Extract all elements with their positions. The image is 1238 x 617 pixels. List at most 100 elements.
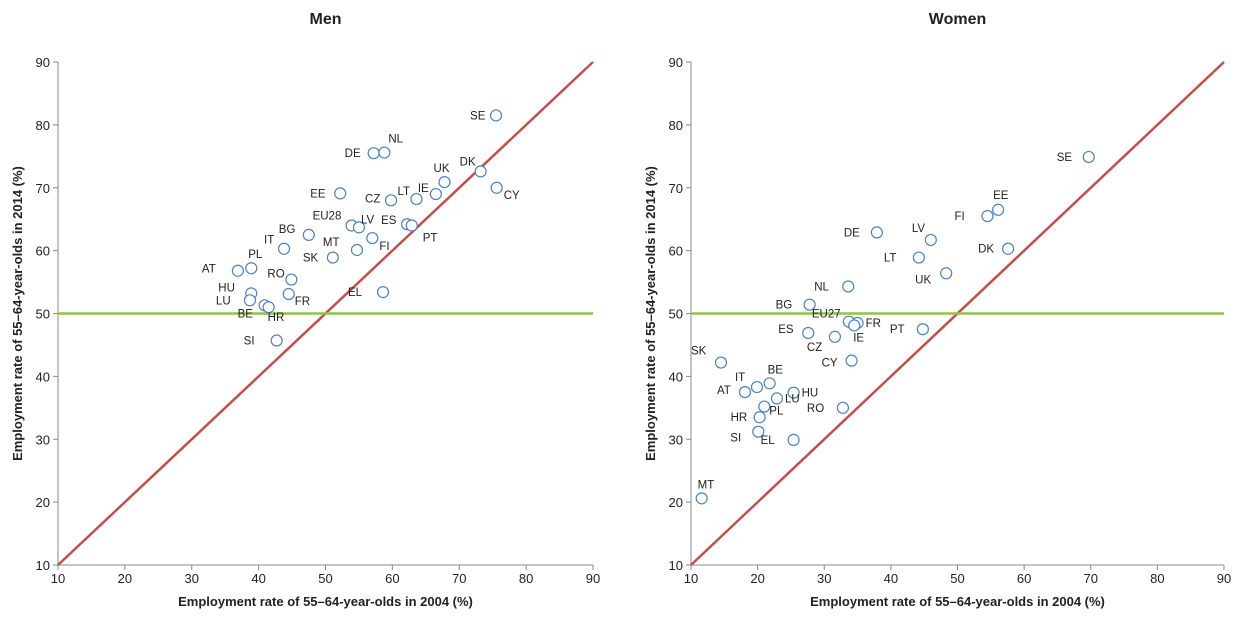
x-tick-label: 40 — [251, 571, 265, 586]
data-point — [405, 219, 418, 232]
y-tick-label: 70 — [669, 181, 683, 196]
point-label: FR — [866, 318, 881, 330]
point-label: IT — [264, 235, 274, 247]
data-point — [270, 334, 283, 347]
x-tick-label: 90 — [1217, 571, 1231, 586]
data-point — [285, 273, 298, 286]
x-tick-label: 70 — [452, 571, 466, 586]
x-tick-label: 40 — [884, 571, 898, 586]
point-label: DE — [345, 148, 361, 160]
point-label: ES — [778, 324, 794, 336]
y-tick-label: 70 — [36, 181, 50, 196]
point-label: AT — [717, 385, 731, 397]
data-point — [231, 264, 244, 277]
point-label: EL — [761, 435, 776, 447]
data-point — [848, 319, 861, 332]
chart-title: Men — [310, 11, 342, 28]
point-label: FI — [379, 241, 389, 253]
point-label: DE — [844, 227, 860, 239]
data-point — [940, 267, 953, 280]
y-tick-label: 30 — [36, 432, 50, 447]
y-tick-label: 90 — [36, 55, 50, 70]
point-label: EE — [993, 190, 1009, 202]
point-label: LT — [884, 253, 897, 265]
data-point — [334, 187, 347, 200]
point-label: PL — [248, 249, 263, 261]
y-axis-label: Employment rate of 55–64-year-olds in 20… — [643, 166, 658, 461]
data-point — [1002, 242, 1015, 255]
data-point — [924, 233, 937, 247]
point-label: SE — [470, 110, 486, 122]
y-tick-label: 50 — [36, 307, 50, 322]
data-point — [787, 386, 800, 399]
point-label: PL — [769, 406, 784, 418]
y-tick-label: 90 — [669, 55, 683, 70]
data-point — [992, 203, 1005, 216]
men-scatter-panel: Men 10 20 30 40 50 60 70 80 90 10 20 30 40 50 60 70 80 90 E… — [10, 11, 600, 609]
data-point — [243, 294, 257, 307]
point-label: CZ — [807, 342, 822, 354]
data-point — [350, 243, 364, 257]
x-tick-label: 80 — [1150, 571, 1164, 586]
data-point — [489, 109, 503, 122]
x-tick-label: 80 — [519, 571, 533, 586]
data-point — [714, 356, 728, 369]
point-label: IE — [853, 332, 864, 344]
data-point — [367, 147, 380, 160]
point-label: LT — [397, 186, 410, 198]
y-tick-label: 80 — [669, 118, 683, 133]
data-point — [750, 380, 764, 394]
point-label: FI — [954, 211, 964, 223]
point-label: IT — [735, 372, 745, 384]
point-label: UK — [915, 274, 931, 286]
point-label: EU28 — [313, 210, 342, 222]
point-label: BG — [279, 224, 296, 236]
y-tick-label: 60 — [36, 244, 50, 259]
point-label: IE — [418, 183, 429, 195]
x-tick-label: 30 — [185, 571, 199, 586]
point-label: CY — [822, 358, 838, 370]
point-label: NL — [814, 281, 829, 293]
point-label: BE — [238, 308, 254, 320]
x-tick-label: 20 — [750, 571, 764, 586]
x-tick-label: 60 — [385, 571, 399, 586]
data-point — [842, 280, 855, 293]
point-label: LU — [785, 393, 800, 405]
point-label: ES — [381, 215, 397, 227]
point-label: DK — [978, 244, 994, 256]
data-point — [277, 242, 291, 255]
data-point — [738, 385, 752, 399]
x-tick-label: 10 — [684, 571, 698, 586]
point-label: HU — [218, 282, 235, 294]
point-label: BE — [768, 364, 784, 376]
x-axis-label: Employment rate of 55–64-year-olds in 20… — [178, 594, 473, 609]
x-axis-label: Employment rate of 55–64-year-olds in 20… — [810, 594, 1105, 609]
data-point — [695, 492, 708, 505]
y-tick-label: 10 — [36, 558, 50, 573]
data-point — [438, 175, 451, 189]
data-point — [870, 226, 883, 239]
point-label: HR — [731, 412, 748, 424]
data-point — [352, 221, 366, 234]
x-tick-label: 90 — [586, 571, 600, 586]
x-tick-label: 30 — [817, 571, 831, 586]
x-tick-label: 60 — [1017, 571, 1031, 586]
point-label: RO — [807, 403, 824, 415]
y-tick-label: 40 — [669, 369, 683, 384]
data-point — [803, 298, 816, 311]
data-point — [787, 433, 800, 446]
point-label: BG — [776, 300, 793, 312]
data-point — [262, 301, 275, 314]
point-label: CY — [504, 190, 520, 202]
data-point — [302, 228, 315, 242]
x-tick-label: 50 — [950, 571, 964, 586]
data-point — [981, 209, 994, 223]
data-point — [763, 377, 776, 390]
point-label: MT — [698, 479, 715, 491]
point-label: PT — [423, 232, 438, 244]
data-point — [490, 181, 503, 194]
y-tick-label: 30 — [669, 432, 683, 447]
x-tick-label: 70 — [1084, 571, 1098, 586]
